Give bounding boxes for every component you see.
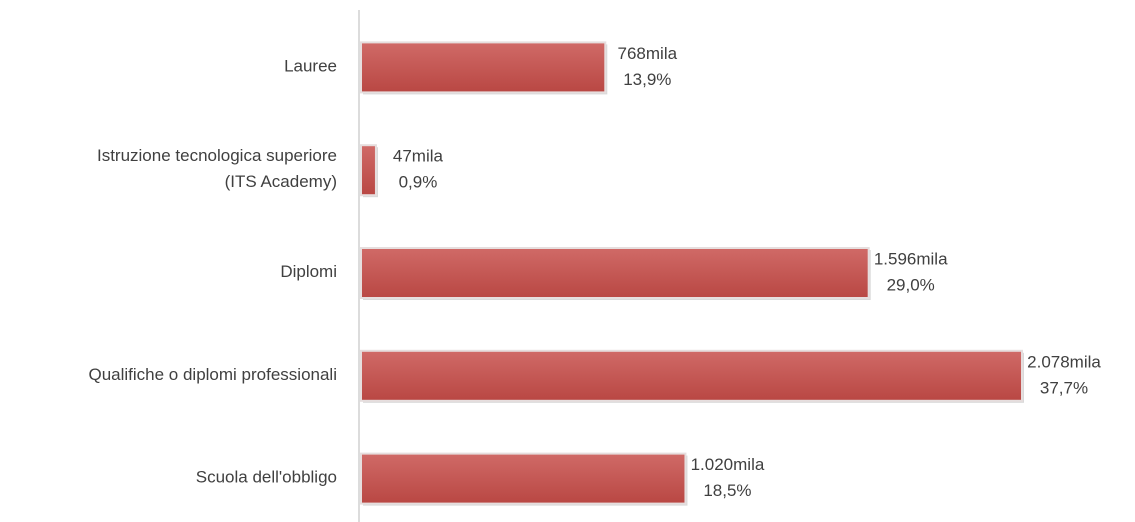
category-line: Istruzione tecnologica superiore <box>97 147 337 166</box>
bar <box>360 247 870 299</box>
value-label: 1.020mila <box>691 455 765 474</box>
percentage-label: 0,9% <box>399 173 438 192</box>
value-label: 1.596mila <box>874 249 948 268</box>
category-line: Lauree <box>284 57 337 76</box>
category-line: Diplomi <box>280 262 337 281</box>
category-label: Diplomi <box>280 262 337 281</box>
category-label: Istruzione tecnologica superiore (ITS Aca… <box>97 147 337 192</box>
bar <box>360 144 377 197</box>
bar <box>360 41 607 94</box>
percentage-label: 29,0% <box>887 275 935 294</box>
category-label: Lauree <box>284 57 337 76</box>
category-line: Qualifiche o diplomi professionali <box>88 365 337 384</box>
category-label: Scuola dell'obbligo <box>196 468 337 487</box>
percentage-label: 13,9% <box>623 70 671 89</box>
category-line: (ITS Academy) <box>225 173 337 192</box>
category-label: Qualifiche o diplomi professionali <box>88 365 337 384</box>
bar <box>360 452 687 505</box>
percentage-label: 18,5% <box>703 481 751 500</box>
value-label: 47mila <box>393 147 444 166</box>
bar <box>360 349 1023 402</box>
value-label: 768mila <box>618 44 678 63</box>
value-label: 2.078mila <box>1027 352 1101 371</box>
category-line: Scuola dell'obbligo <box>196 468 337 487</box>
percentage-label: 37,7% <box>1040 378 1088 397</box>
